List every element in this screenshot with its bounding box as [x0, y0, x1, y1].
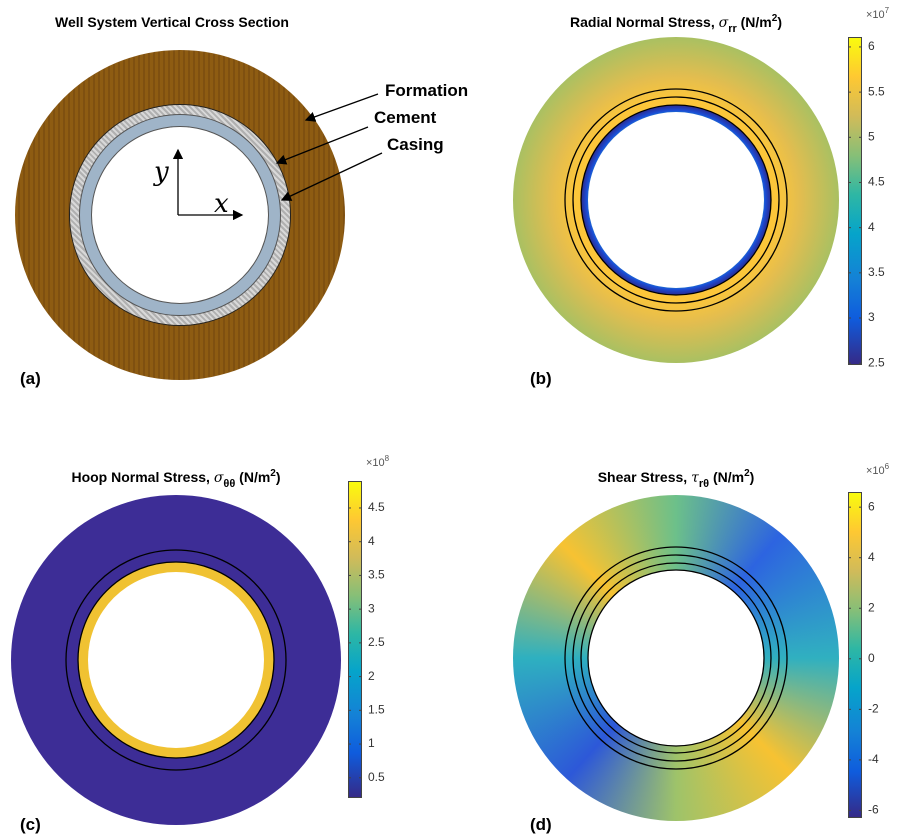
axis-label: x — [214, 189, 229, 219]
title-power: 2 — [270, 468, 276, 479]
tick-label: 3.5 — [868, 265, 885, 279]
panel-label: (a) — [20, 369, 41, 388]
title-unit: (N/m — [235, 469, 270, 485]
tick-label: -2 — [868, 702, 879, 716]
title-power: 2 — [772, 13, 778, 24]
title-close: ) — [276, 469, 281, 485]
boundaries — [65, 88, 788, 771]
arrows — [172, 93, 383, 221]
title: Hoop Normal Stress, σθθ (N/m2) — [71, 468, 280, 490]
panel-label: (d) — [530, 815, 552, 834]
title-subscript: rθ — [699, 478, 709, 490]
title-text: Hoop Normal Stress, — [71, 469, 213, 485]
title-symbol: σ — [214, 470, 224, 486]
tick-label: 4.5 — [868, 175, 885, 189]
tick-label: 3 — [868, 310, 875, 324]
title-close: ) — [750, 469, 755, 485]
title: Radial Normal Stress, σrr (N/m2) — [570, 13, 782, 35]
tick-label: 5 — [868, 129, 875, 143]
tick-label: 4 — [368, 534, 375, 548]
tick-label: -4 — [868, 752, 879, 766]
tick-label: -6 — [868, 803, 879, 817]
colorbar — [348, 481, 362, 798]
tick-label: 1.5 — [368, 702, 385, 716]
colorbar-exponent: ×106 — [866, 462, 890, 477]
tick-label: 0.5 — [368, 770, 385, 784]
tick-label: 2 — [368, 669, 375, 683]
tick-label: 3.5 — [368, 568, 385, 582]
colorbar-exponent: ×107 — [866, 6, 890, 21]
exponent-power: 8 — [385, 454, 390, 463]
title-symbol: σ — [719, 15, 729, 31]
title-subscript: rr — [728, 23, 737, 35]
tick-label: 5.5 — [868, 84, 885, 98]
annotation: Formation — [385, 81, 468, 100]
tick-label: 2.5 — [368, 635, 385, 649]
bore — [88, 572, 264, 748]
tick-label: 6 — [868, 39, 875, 53]
title-unit: (N/m — [709, 469, 744, 485]
bore — [588, 570, 764, 746]
annotation: Cement — [374, 108, 437, 127]
exponent-power: 7 — [885, 6, 890, 15]
title-close: ) — [777, 14, 782, 30]
bore — [588, 112, 764, 288]
title-symbol: τ — [691, 470, 699, 486]
tick-label: 2.5 — [868, 355, 885, 369]
panel-label: (c) — [20, 815, 41, 834]
title: Shear Stress, τrθ (N/m2) — [598, 468, 755, 490]
tick-label: 3 — [368, 601, 375, 615]
annotation: Casing — [387, 135, 444, 154]
title-text: Radial Normal Stress, — [570, 14, 719, 30]
exponent-power: 6 — [885, 462, 890, 471]
tick-label: 4.5 — [368, 500, 385, 514]
tick-label: 0 — [868, 651, 875, 665]
title-unit: (N/m — [737, 14, 772, 30]
panel-label: (b) — [530, 369, 552, 388]
tick-label: 1 — [368, 736, 375, 750]
tick-label: 2 — [868, 600, 875, 614]
colorbar-exponent: ×108 — [366, 454, 390, 469]
tick-label: 4 — [868, 550, 875, 564]
exponent-base: ×10 — [866, 9, 885, 21]
tick-label: 6 — [868, 499, 875, 513]
colorbar — [848, 492, 862, 818]
colorbar — [848, 37, 862, 365]
tick-label: 4 — [868, 220, 875, 234]
axis-label: y — [153, 157, 169, 187]
exponent-base: ×10 — [366, 457, 385, 469]
title-power: 2 — [744, 468, 750, 479]
exponent-base: ×10 — [866, 465, 885, 477]
title-text: Shear Stress, — [598, 469, 691, 485]
title-subscript: θθ — [223, 478, 235, 490]
title: Well System Vertical Cross Section — [55, 14, 289, 30]
